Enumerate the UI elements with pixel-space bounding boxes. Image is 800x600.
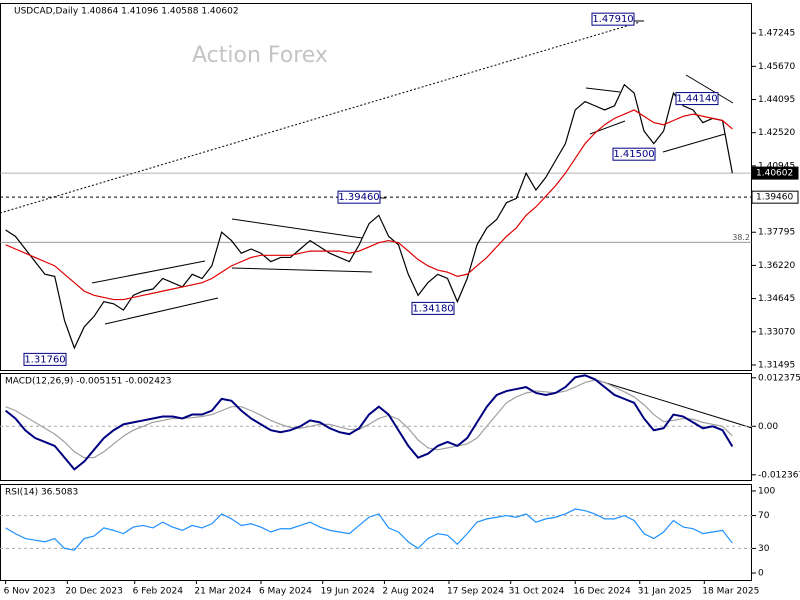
channel-line <box>104 297 219 325</box>
x-tick-label: 2 Aug 2024 <box>382 587 434 597</box>
x-tick-label: 21 Mar 2024 <box>194 587 251 597</box>
triangle-line <box>685 74 734 104</box>
y-tick-label: 1.42520 <box>758 128 795 138</box>
flag-line <box>585 87 621 93</box>
series-line <box>5 379 733 459</box>
x-tick-label: 16 Dec 2024 <box>573 587 631 597</box>
series-line <box>5 83 733 350</box>
panel-border <box>0 484 752 581</box>
annotation-label: 1.39460 <box>338 192 379 203</box>
y-tick-label: 30 <box>758 544 770 554</box>
y-tick-label: 1.37795 <box>758 228 795 238</box>
panel-title: USDCAD,Daily 1.40864 1.41096 1.40588 1.4… <box>14 7 239 17</box>
y-tick-label: 1.34645 <box>758 294 795 304</box>
annotation-box <box>23 352 67 366</box>
x-tick-label: 20 Dec 2023 <box>65 587 123 597</box>
annotation-label: 1.44140 <box>676 94 717 105</box>
price-label-box <box>751 190 799 204</box>
triangle-line <box>231 267 373 273</box>
x-tick-label: 31 Oct 2024 <box>509 587 565 597</box>
y-tick-label: 0 <box>758 569 764 579</box>
y-tick-label: 1.47245 <box>758 29 795 39</box>
triangle-line <box>662 133 726 153</box>
price-label: 1.39460 <box>756 193 793 203</box>
annotation-box <box>675 92 719 106</box>
y-tick-label: -0.012367 <box>758 470 800 480</box>
y-tick-label: 1.40945 <box>758 161 795 171</box>
trend-line <box>0 21 641 214</box>
panel-border <box>0 373 752 481</box>
y-tick-label: 70 <box>758 511 770 521</box>
annotation-label: 1.34180 <box>412 303 453 314</box>
trend-lines <box>0 20 753 429</box>
y-tick-label: 0.00 <box>758 422 778 432</box>
panel-border <box>0 3 752 371</box>
y-tick-label: 1.33070 <box>758 327 795 337</box>
annotation-box <box>411 301 455 315</box>
y-tick-label: 0.012375 <box>758 373 800 383</box>
x-tick-label: 6 Nov 2023 <box>4 587 56 597</box>
y-tick-label: 100 <box>758 486 775 496</box>
y-tick-label: 1.31495 <box>758 360 795 370</box>
x-tick-label: 6 May 2024 <box>259 587 312 597</box>
price-label: 1.40602 <box>756 169 793 179</box>
annotation-box <box>591 12 635 26</box>
annotation-box <box>337 190 381 204</box>
x-tick-label: 31 Jan 2025 <box>638 587 692 597</box>
y-tick-label: 1.36220 <box>758 261 795 271</box>
x-tick-label: 6 Feb 2024 <box>133 587 184 597</box>
x-tick-label: 18 Mar 2025 <box>702 587 759 597</box>
panel-title: MACD(12,26,9) -0.005151 -0.002423 <box>5 377 171 387</box>
annotation-label: 1.47910 <box>592 14 633 25</box>
x-tick-label: 17 Sep 2024 <box>447 587 504 597</box>
x-tick-label: 19 Jun 2024 <box>321 587 375 597</box>
annotation-box <box>612 147 656 161</box>
fib-label: 38.2 <box>732 233 750 242</box>
y-tick-label: 1.44095 <box>758 95 795 105</box>
annotation-label: 1.41500 <box>613 149 654 160</box>
panel-title: RSI(14) 36.5083 <box>5 488 78 498</box>
watermark: Action Forex <box>192 43 328 68</box>
macd-trend-line <box>589 377 753 429</box>
price-label-box <box>751 166 799 180</box>
annotation-label: 1.31760 <box>24 354 65 365</box>
series-line <box>4 374 734 471</box>
y-tick-label: 1.45670 <box>758 62 795 72</box>
triangle-line <box>231 218 363 239</box>
series-line <box>5 109 733 301</box>
channel-line <box>91 260 206 284</box>
series-line <box>5 508 733 551</box>
